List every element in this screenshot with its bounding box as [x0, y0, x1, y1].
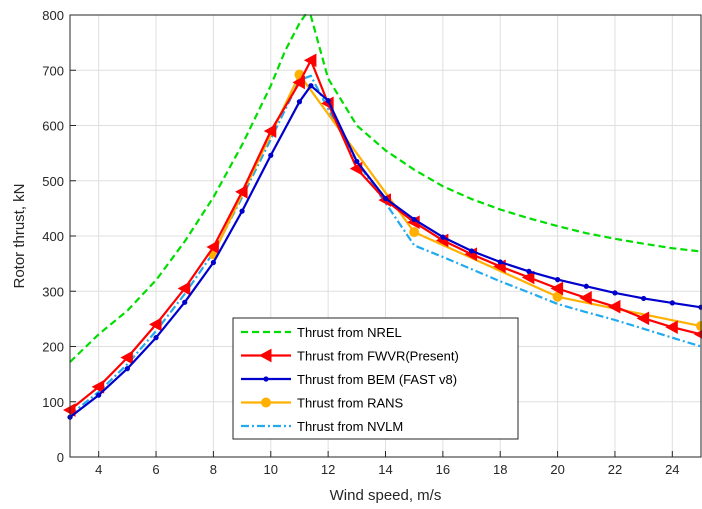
data-point [550, 281, 564, 296]
data-point [149, 317, 162, 332]
series-5 [69, 74, 702, 416]
ticks: 4 6 8 10 12 14 16 18 20 22 24 0 100 200 300 400 500 600 70… [42, 8, 679, 477]
legend-marker [261, 397, 271, 408]
data-point [411, 216, 417, 223]
y-tick-label: 500 [42, 174, 64, 189]
data-point [296, 99, 303, 105]
legend-label: Thrust from BEM (FAST v8) [297, 372, 457, 387]
data-point [612, 290, 618, 296]
x-tick-label: 12 [321, 462, 335, 477]
data-point [636, 311, 650, 326]
series-3 [67, 83, 702, 420]
data-point [521, 270, 535, 285]
x-tick-label: 18 [493, 462, 507, 477]
series-line [69, 13, 702, 363]
y-tick-label: 600 [42, 119, 64, 134]
data-point [607, 299, 621, 314]
series-line [69, 74, 702, 416]
data-point [669, 300, 675, 306]
data-point [354, 158, 360, 165]
data-point [665, 320, 678, 335]
data-point [153, 335, 159, 341]
data-point [124, 366, 130, 372]
x-tick-label: 4 [95, 462, 102, 477]
legend-label: Thrust from NREL [297, 325, 402, 340]
legend-marker [263, 376, 269, 382]
data-point [303, 53, 317, 68]
x-tick-label: 16 [436, 462, 450, 477]
data-point [526, 268, 532, 274]
legend: Thrust from NREL Thrust from FWVR(Present… [232, 317, 519, 440]
data-point [292, 75, 305, 90]
y-tick-label: 200 [42, 340, 64, 355]
y-tick-label: 800 [42, 8, 64, 23]
data-point [382, 195, 389, 202]
data-point [206, 240, 219, 254]
legend-label: Thrust from FWVR(Present) [297, 349, 459, 364]
data-point [325, 98, 331, 104]
data-point [497, 259, 503, 265]
y-tick-label: 300 [42, 284, 64, 299]
data-point [239, 208, 245, 214]
legend-label: Thrust from NVLM [297, 419, 403, 434]
data-point [554, 277, 561, 283]
data-point [182, 299, 188, 305]
data-point [96, 392, 102, 398]
data-point [177, 281, 191, 296]
x-tick-label: 8 [210, 462, 217, 477]
y-tick-label: 700 [42, 63, 64, 78]
data-point [268, 152, 274, 158]
x-tick-label: 24 [665, 462, 679, 477]
y-tick-label: 100 [42, 395, 64, 410]
data-point [468, 248, 475, 254]
x-tick-label: 14 [378, 462, 392, 477]
data-point [440, 234, 446, 240]
series-line [69, 84, 702, 419]
series-layer [62, 13, 702, 420]
legend-marker [258, 348, 272, 363]
data-point [583, 283, 589, 289]
y-tick-label: 0 [57, 450, 64, 465]
data-point [235, 184, 248, 199]
y-tick-label: 400 [42, 229, 64, 244]
data-point [91, 379, 105, 394]
data-point [409, 227, 420, 238]
data-point [263, 124, 277, 138]
series-1 [69, 13, 702, 363]
x-tick-label: 10 [264, 462, 278, 477]
data-point [579, 291, 592, 305]
x-tick-label: 22 [608, 462, 622, 477]
x-axis-label: Wind speed, m/s [330, 487, 442, 504]
data-point [210, 259, 217, 266]
x-tick-label: 20 [550, 462, 564, 477]
y-axis-label: Rotor thrust, kN [11, 183, 28, 288]
x-tick-label: 6 [152, 462, 159, 477]
data-point [641, 295, 647, 302]
data-point [120, 350, 133, 365]
legend-label: Thrust from RANS [297, 396, 404, 411]
data-point [308, 83, 314, 89]
